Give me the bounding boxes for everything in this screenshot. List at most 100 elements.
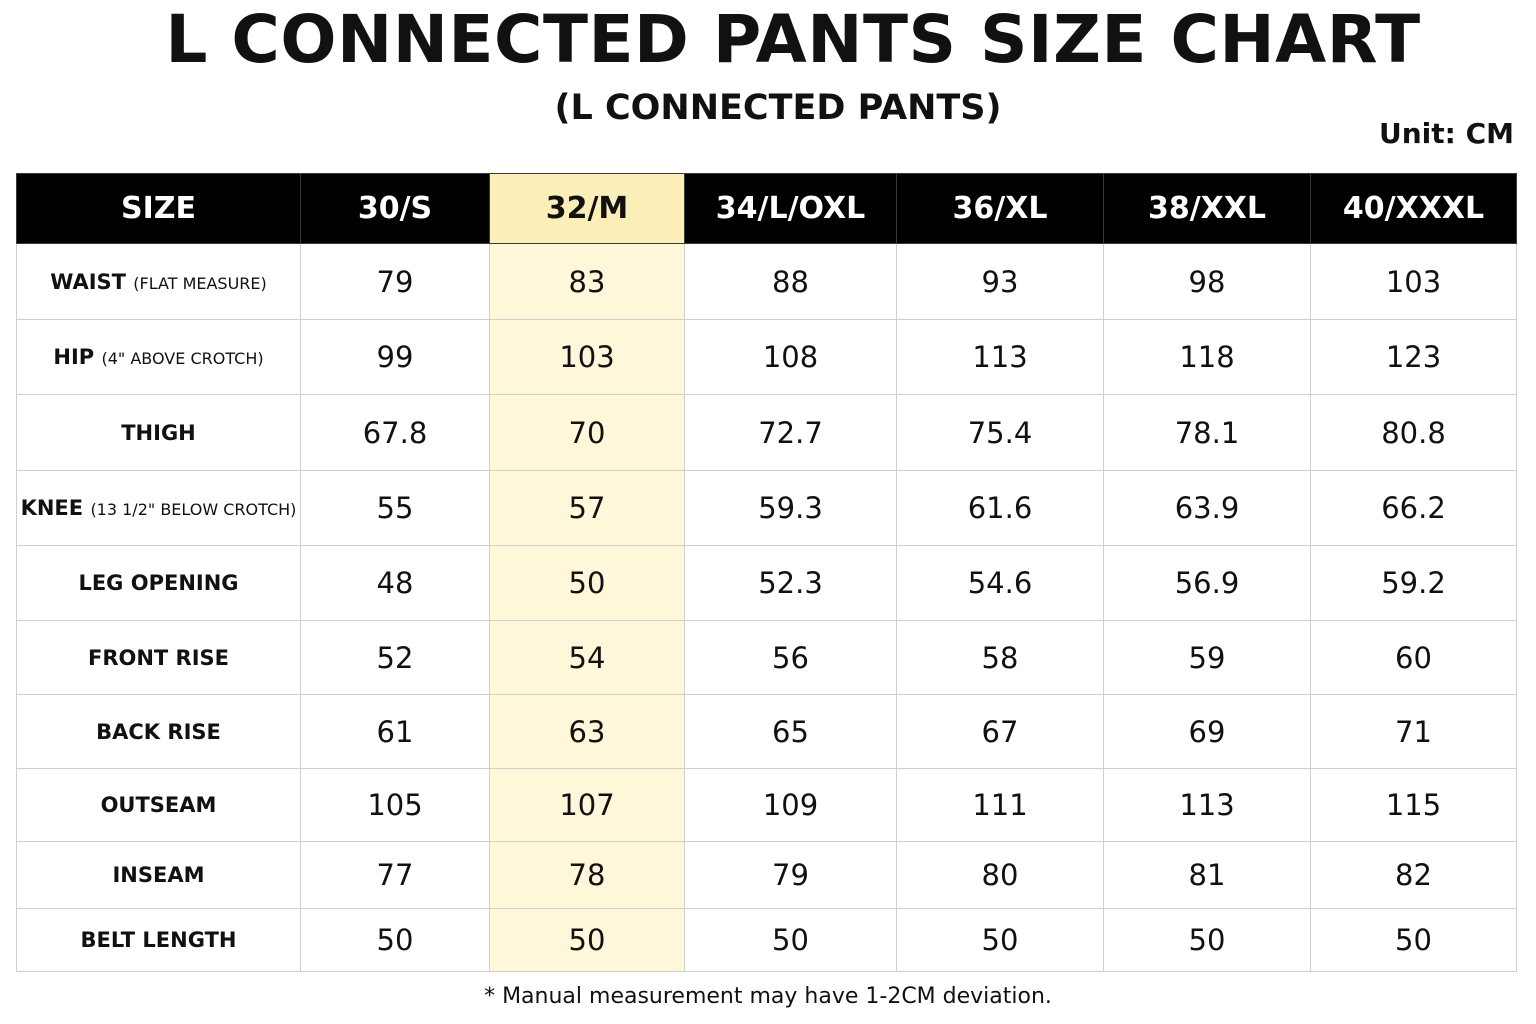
row-label: KNEE (13 1/2" BELOW CROTCH) — [16, 470, 301, 546]
table-cell: 50 — [896, 908, 1104, 972]
row-label-note: (13 1/2" BELOW CROTCH) — [90, 500, 297, 519]
table-cell: 115 — [1310, 768, 1517, 842]
table-cell: 61.6 — [896, 470, 1104, 546]
table-cell: 78.1 — [1103, 394, 1311, 471]
table-cell: 55 — [300, 470, 490, 546]
row-label-text: BELT LENGTH — [80, 928, 237, 952]
table-cell: 63 — [489, 694, 685, 769]
table-cell: 69 — [1103, 694, 1311, 769]
row-label: OUTSEAM — [16, 768, 301, 842]
table-cell: 50 — [1103, 908, 1311, 972]
table-row: FRONT RISE 52 54 56 58 59 60 — [16, 620, 1517, 695]
table-cell: 75.4 — [896, 394, 1104, 471]
table-cell: 67.8 — [300, 394, 490, 471]
table-cell: 118 — [1103, 319, 1311, 395]
row-label-text: BACK RISE — [96, 719, 221, 744]
table-cell: 105 — [300, 768, 490, 842]
table-body: WAIST (FLAT MEASURE) 79 83 88 93 98 103 HIP (4"… — [16, 243, 1517, 972]
table-row: HIP (4" ABOVE CROTCH) 99 103 108 113 118 123 — [16, 319, 1517, 395]
row-label: BELT LENGTH — [16, 908, 301, 972]
table-cell: 54.6 — [896, 545, 1104, 621]
table-cell: 54 — [489, 620, 685, 695]
table-cell: 98 — [1103, 243, 1311, 320]
table-cell: 67 — [896, 694, 1104, 769]
size-table: SIZE 30/S 32/M 34/L/OXL 36/XL 38/XXL 40/… — [16, 173, 1517, 972]
table-cell: 50 — [300, 908, 490, 972]
table-cell: 93 — [896, 243, 1104, 320]
row-label-text: WAIST — [50, 269, 126, 294]
column-header: 34/L/OXL — [684, 173, 897, 244]
table-cell: 50 — [489, 545, 685, 621]
table-cell: 52.3 — [684, 545, 897, 621]
table-cell: 59.3 — [684, 470, 897, 546]
table-cell: 59 — [1103, 620, 1311, 695]
row-label: HIP (4" ABOVE CROTCH) — [16, 319, 301, 395]
table-cell: 63.9 — [1103, 470, 1311, 546]
unit-label: Unit: CM — [1378, 117, 1514, 150]
column-header: 40/XXXL — [1310, 173, 1517, 244]
table-cell: 50 — [489, 908, 685, 972]
table-cell: 103 — [489, 319, 685, 395]
table-cell: 52 — [300, 620, 490, 695]
table-header-row: SIZE 30/S 32/M 34/L/OXL 36/XL 38/XXL 40/… — [16, 173, 1517, 244]
table-cell: 88 — [684, 243, 897, 320]
table-cell: 57 — [489, 470, 685, 546]
table-row: LEG OPENING 48 50 52.3 54.6 56.9 59.2 — [16, 545, 1517, 621]
table-cell: 50 — [684, 908, 897, 972]
table-cell: 80.8 — [1310, 394, 1517, 471]
table-cell: 65 — [684, 694, 897, 769]
table-cell: 72.7 — [684, 394, 897, 471]
row-label-text: THIGH — [121, 420, 196, 445]
row-label: THIGH — [16, 394, 301, 471]
column-header-highlighted: 32/M — [489, 173, 685, 244]
row-label: FRONT RISE — [16, 620, 301, 695]
table-cell: 48 — [300, 545, 490, 621]
table-cell: 103 — [1310, 243, 1517, 320]
table-cell: 70 — [489, 394, 685, 471]
table-cell: 108 — [684, 319, 897, 395]
page-title: L CONNECTED PANTS SIZE CHART — [165, 1, 1421, 78]
row-label-text: LEG OPENING — [78, 571, 239, 595]
table-cell: 81 — [1103, 841, 1311, 909]
table-cell: 61 — [300, 694, 490, 769]
table-row: INSEAM 77 78 79 80 81 82 — [16, 841, 1517, 909]
table-cell: 123 — [1310, 319, 1517, 395]
table-cell: 80 — [896, 841, 1104, 909]
row-label-text: KNEE — [20, 496, 84, 520]
table-cell: 82 — [1310, 841, 1517, 909]
table-cell: 113 — [896, 319, 1104, 395]
table-cell: 109 — [684, 768, 897, 842]
table-row: KNEE (13 1/2" BELOW CROTCH) 55 57 59.3 61.6 6… — [16, 470, 1517, 546]
table-cell: 56.9 — [1103, 545, 1311, 621]
row-label: WAIST (FLAT MEASURE) — [16, 243, 301, 320]
row-label: BACK RISE — [16, 694, 301, 769]
footnote: * Manual measurement may have 1-2CM devi… — [484, 984, 1052, 1009]
table-row: THIGH 67.8 70 72.7 75.4 78.1 80.8 — [16, 394, 1517, 471]
table-row: WAIST (FLAT MEASURE) 79 83 88 93 98 103 — [16, 243, 1517, 320]
row-label: LEG OPENING — [16, 545, 301, 621]
table-row: BELT LENGTH 50 50 50 50 50 50 — [16, 908, 1517, 972]
table-cell: 59.2 — [1310, 545, 1517, 621]
row-label-text: OUTSEAM — [100, 793, 217, 817]
table-cell: 56 — [684, 620, 897, 695]
row-label: INSEAM — [16, 841, 301, 909]
table-cell: 71 — [1310, 694, 1517, 769]
row-label-text: HIP — [53, 345, 95, 369]
table-row: BACK RISE 61 63 65 67 69 71 — [16, 694, 1517, 769]
column-header: SIZE — [16, 173, 301, 244]
table-cell: 113 — [1103, 768, 1311, 842]
row-label-text: INSEAM — [112, 863, 205, 887]
table-cell: 60 — [1310, 620, 1517, 695]
table-cell: 66.2 — [1310, 470, 1517, 546]
table-cell: 77 — [300, 841, 490, 909]
table-row: OUTSEAM 105 107 109 111 113 115 — [16, 768, 1517, 842]
table-cell: 107 — [489, 768, 685, 842]
column-header: 30/S — [300, 173, 490, 244]
row-label-note: (4" ABOVE CROTCH) — [101, 349, 264, 368]
table-cell: 79 — [684, 841, 897, 909]
column-header: 38/XXL — [1103, 173, 1311, 244]
row-label-note: (FLAT MEASURE) — [133, 273, 267, 293]
page-subtitle: (L CONNECTED PANTS) — [554, 88, 1002, 128]
table-cell: 99 — [300, 319, 490, 395]
table-cell: 58 — [896, 620, 1104, 695]
